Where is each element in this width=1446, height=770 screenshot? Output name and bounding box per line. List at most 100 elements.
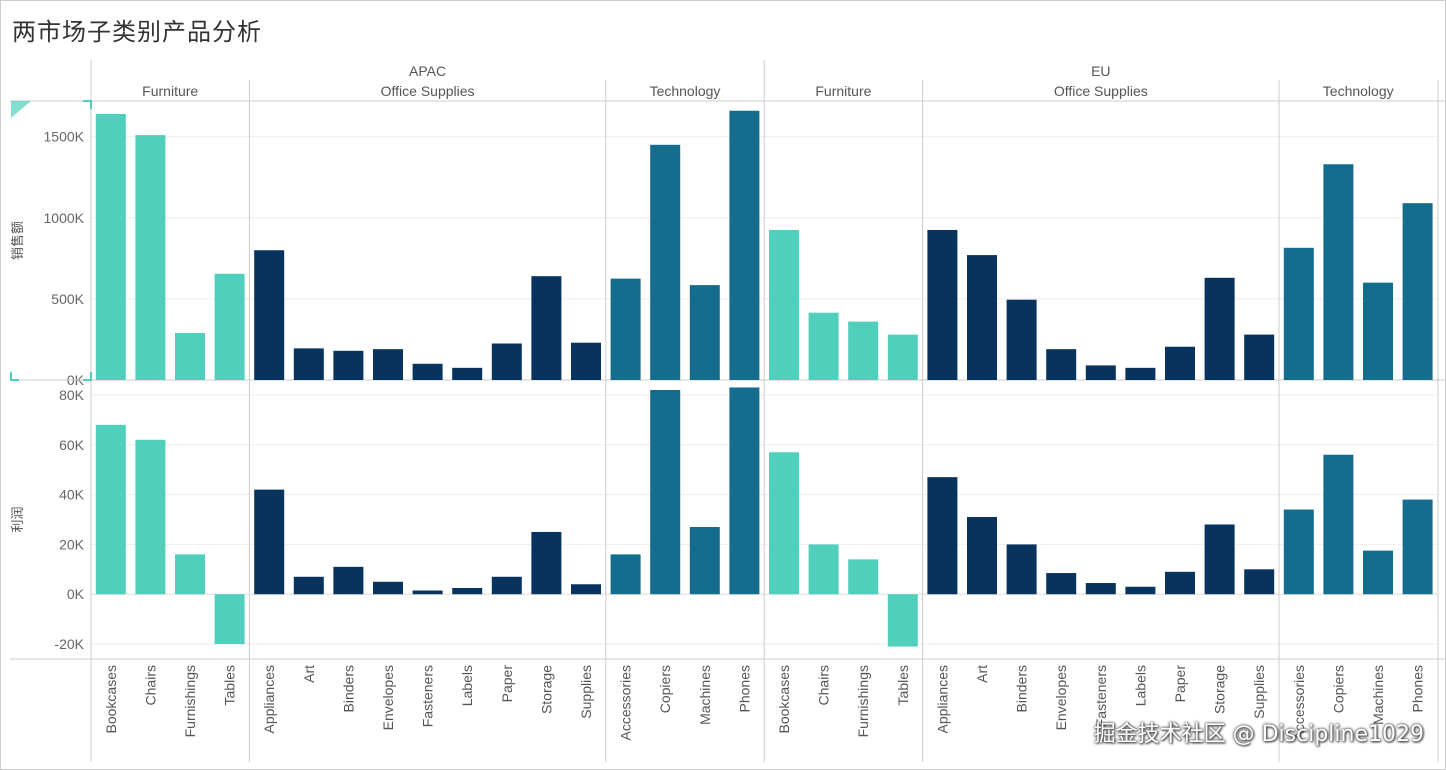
sales-bar (1244, 334, 1275, 380)
sales-bar (1006, 299, 1037, 380)
subcategory-label: Supplies (578, 665, 594, 719)
profit-bar (1046, 573, 1077, 595)
profit-bar (769, 452, 799, 595)
subcategory-label: Supplies (1251, 665, 1267, 719)
profit-bar (531, 531, 562, 595)
profit-bar (1244, 569, 1275, 595)
profit-bar (689, 526, 720, 595)
sales-bar (769, 229, 799, 380)
profit-bar (95, 424, 126, 595)
y-tick-label: 80K (59, 387, 85, 403)
subcategory-label: Appliances (261, 665, 277, 734)
profit-bar (1006, 544, 1037, 595)
profit-bar (333, 566, 364, 595)
y-tick-label: 20K (59, 536, 85, 552)
profit-bar (373, 581, 403, 595)
sales-bar (571, 342, 601, 380)
sales-bar (1323, 164, 1354, 380)
sales-bar (1402, 203, 1433, 380)
profit-bar (927, 477, 958, 595)
profit-bar (1125, 586, 1156, 595)
y-tick-label: 500K (51, 291, 84, 307)
profit-bar (1085, 583, 1116, 595)
subcategory-label: Labels (459, 665, 475, 706)
sales-bar (95, 113, 126, 380)
profit-bar (887, 594, 918, 647)
subcategory-label: Bookcases (776, 665, 792, 733)
profit-bar (293, 576, 324, 595)
sales-bar (1046, 349, 1077, 380)
profit-bar (610, 554, 641, 595)
subcategory-label: Storage (1212, 665, 1228, 714)
selection-corner-mark (11, 101, 31, 118)
market-header: APAC (409, 63, 446, 79)
profit-bar (135, 439, 166, 595)
subcategory-label: Copiers (657, 665, 673, 713)
subcategory-label: Accessories (1291, 665, 1307, 740)
profit-bar (808, 544, 839, 595)
y-axis-title: 利润 (11, 506, 26, 532)
profit-bar (452, 588, 483, 595)
selection-corner-mark (10, 372, 19, 381)
market-header: EU (1091, 63, 1110, 79)
y-tick-label: 0K (67, 586, 85, 602)
profit-bar (1363, 550, 1393, 595)
category-header: Office Supplies (381, 83, 475, 99)
sales-bar (412, 363, 443, 380)
profit-bar (967, 517, 997, 595)
profit-bar (1283, 509, 1314, 595)
subcategory-label: Furnishings (182, 665, 198, 737)
subcategory-label: Tables (895, 665, 911, 705)
sales-bar (1363, 282, 1393, 380)
sales-bar (689, 285, 720, 380)
sales-bar (491, 343, 522, 380)
subcategory-label: Art (974, 665, 990, 683)
subcategory-label: Phones (736, 665, 752, 712)
profit-bar (254, 489, 285, 595)
sales-bar (848, 321, 879, 380)
profit-bar (175, 554, 205, 595)
category-header: Technology (1323, 83, 1394, 99)
subcategory-label: Machines (1370, 665, 1386, 725)
category-header: Technology (650, 83, 721, 99)
y-tick-label: -20K (54, 636, 84, 652)
subcategory-label: Envelopes (380, 665, 396, 730)
subcategory-label: Chairs (816, 665, 832, 705)
subcategory-label: Copiers (1330, 665, 1346, 713)
subcategory-label: Binders (1014, 665, 1030, 712)
subcategory-label: Accessories (618, 665, 634, 740)
subcategory-label: Appliances (934, 665, 950, 734)
subcategory-label: Machines (697, 665, 713, 725)
y-axis-title: 销售额 (10, 221, 26, 260)
sales-bar (1165, 346, 1195, 380)
subcategory-label: Phones (1410, 665, 1426, 712)
subcategory-label: Paper (1172, 665, 1188, 703)
category-header: Office Supplies (1054, 83, 1148, 99)
profit-bar (1402, 499, 1433, 595)
sales-bar (967, 255, 997, 380)
subcategory-label: Labels (1132, 665, 1148, 706)
sales-bar (610, 278, 641, 380)
y-tick-label: 1000K (44, 210, 85, 226)
sales-bar (1125, 367, 1156, 380)
sales-bar (531, 276, 562, 380)
subcategory-label: Art (301, 665, 317, 683)
sales-bar (175, 332, 205, 380)
selection-corner-mark (83, 100, 92, 109)
sales-bar (135, 135, 166, 380)
subcategory-label: Fasteners (420, 665, 436, 727)
sales-bar (1204, 277, 1235, 380)
sales-bar (214, 273, 245, 380)
page-title: 两市场子类别产品分析 (12, 18, 262, 46)
selection-corner-mark (83, 372, 92, 381)
profit-bar (571, 584, 601, 595)
sales-bar (808, 312, 839, 380)
profit-bar (1165, 571, 1195, 595)
subcategory-label: Envelopes (1053, 665, 1069, 730)
sales-bar (1085, 365, 1116, 380)
sales-bar (927, 229, 958, 380)
sales-bar (729, 110, 760, 381)
sales-bar (650, 144, 681, 380)
sales-bar (1283, 247, 1314, 380)
